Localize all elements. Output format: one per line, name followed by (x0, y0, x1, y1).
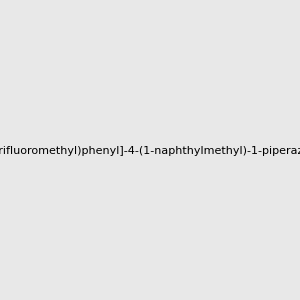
Text: N-[2-chloro-5-(trifluoromethyl)phenyl]-4-(1-naphthylmethyl)-1-piperazinecarboxam: N-[2-chloro-5-(trifluoromethyl)phenyl]-4… (0, 146, 300, 157)
